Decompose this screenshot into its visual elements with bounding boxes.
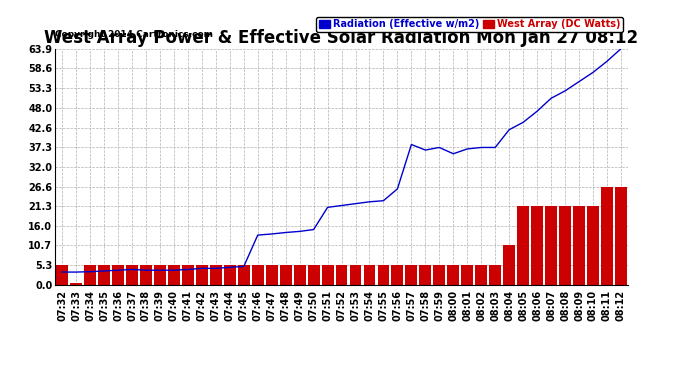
- Bar: [210, 266, 221, 285]
- Text: Copyright 2014 Cartronics.com: Copyright 2014 Cartronics.com: [55, 30, 213, 39]
- Bar: [140, 266, 152, 285]
- Bar: [489, 266, 501, 285]
- Bar: [126, 266, 138, 285]
- Bar: [615, 187, 627, 285]
- Bar: [335, 266, 348, 285]
- Bar: [447, 266, 460, 285]
- Bar: [406, 266, 417, 285]
- Bar: [587, 206, 599, 285]
- Title: West Array Power & Effective Solar Radiation Mon Jan 27 08:12: West Array Power & Effective Solar Radia…: [44, 29, 639, 47]
- Bar: [391, 266, 404, 285]
- Bar: [252, 266, 264, 285]
- Bar: [98, 266, 110, 285]
- Bar: [475, 266, 487, 285]
- Bar: [518, 206, 529, 285]
- Bar: [84, 266, 96, 285]
- Bar: [279, 266, 292, 285]
- Bar: [168, 266, 180, 285]
- Bar: [266, 266, 277, 285]
- Bar: [503, 246, 515, 285]
- Bar: [364, 266, 375, 285]
- Bar: [573, 206, 585, 285]
- Bar: [224, 266, 236, 285]
- Bar: [196, 266, 208, 285]
- Bar: [112, 266, 124, 285]
- Bar: [531, 206, 543, 285]
- Bar: [154, 266, 166, 285]
- Bar: [350, 266, 362, 285]
- Bar: [433, 266, 445, 285]
- Bar: [545, 206, 557, 285]
- Bar: [57, 266, 68, 285]
- Legend: Radiation (Effective w/m2), West Array (DC Watts): Radiation (Effective w/m2), West Array (…: [316, 17, 623, 32]
- Bar: [462, 266, 473, 285]
- Bar: [294, 266, 306, 285]
- Bar: [322, 266, 333, 285]
- Bar: [70, 283, 82, 285]
- Bar: [420, 266, 431, 285]
- Bar: [308, 266, 319, 285]
- Bar: [601, 187, 613, 285]
- Bar: [377, 266, 389, 285]
- Bar: [182, 266, 194, 285]
- Bar: [238, 266, 250, 285]
- Bar: [559, 206, 571, 285]
